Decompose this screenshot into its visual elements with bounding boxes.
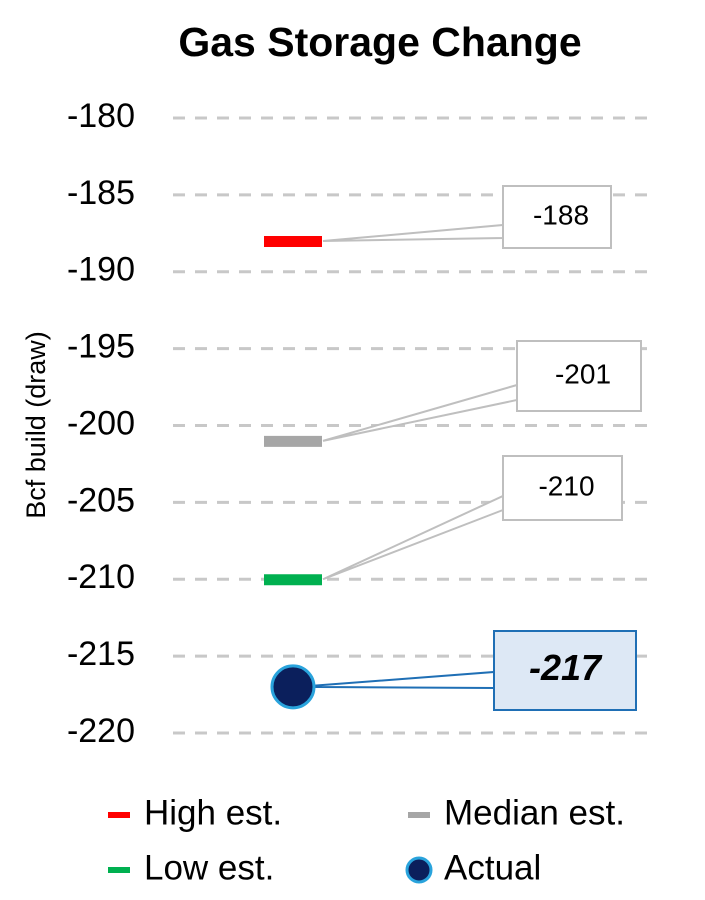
legend-label: Actual [444, 848, 541, 887]
y-tick-label: -190 [67, 251, 135, 289]
y-tick-label: -200 [67, 404, 135, 442]
y-tick-label: -180 [67, 97, 135, 135]
callout-leader [322, 494, 504, 581]
y-tick-label: -195 [67, 328, 135, 366]
y-tick-label: -215 [67, 635, 135, 673]
callout-leader [297, 670, 495, 690]
legend-marker [405, 856, 433, 884]
legend-label: Low est. [144, 848, 274, 887]
legend-label: Median est. [444, 793, 625, 832]
marker-dash [264, 435, 322, 447]
marker-circle [270, 664, 316, 710]
data-label: -217 [529, 647, 603, 688]
y-axis-label: Bcf build (draw) [21, 331, 51, 519]
legend-marker [408, 812, 430, 818]
callout-box [516, 340, 642, 412]
data-label: -188 [533, 199, 589, 230]
y-tick-label: -205 [67, 481, 135, 519]
callout-box [493, 630, 637, 711]
y-tick-label: -185 [67, 174, 135, 212]
callout-leader [322, 383, 518, 442]
data-label: -210 [538, 470, 594, 501]
legend-marker [108, 812, 130, 818]
marker-dash [264, 236, 322, 247]
legend-marker [108, 867, 130, 873]
y-tick-label: -210 [67, 558, 135, 596]
callout-box [502, 455, 623, 521]
y-tick-label: -220 [67, 712, 135, 750]
legend-label: High est. [144, 793, 282, 832]
chart-title: Gas Storage Change [178, 19, 581, 65]
callout-box [502, 185, 612, 249]
callout-leader [322, 223, 504, 242]
marker-dash [264, 574, 322, 586]
data-label: -201 [555, 358, 611, 389]
